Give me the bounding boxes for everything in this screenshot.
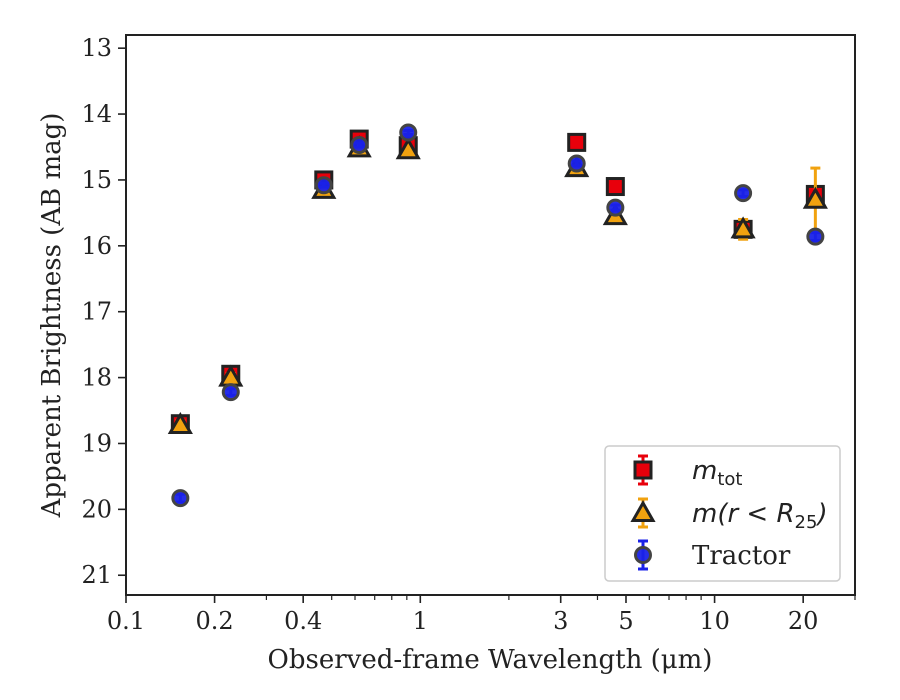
legend-box	[604, 445, 841, 582]
y-tick-label: 16	[81, 232, 112, 260]
y-tick-label: 17	[81, 298, 112, 326]
x-tick-label: 0.1	[107, 607, 145, 635]
data-point-square	[567, 132, 587, 152]
data-point-circle	[567, 154, 586, 173]
y-tick-label: 21	[81, 561, 112, 589]
legend-marker-circle	[634, 546, 652, 564]
y-axis-label: Apparent Brightness (AB mag)	[37, 113, 67, 519]
y-tick-label: 13	[81, 34, 112, 62]
x-tick-label: 0.2	[196, 607, 234, 635]
data-point-circle	[734, 184, 753, 203]
x-axis-label: Observed-frame Wavelength (μm)	[268, 645, 713, 675]
y-tick-label: 19	[81, 429, 112, 457]
data-point-circle	[399, 123, 418, 142]
x-tick-label: 1	[413, 607, 428, 635]
plot-layer	[167, 123, 828, 508]
data-point-circle	[171, 489, 190, 508]
y-tick-label: 18	[81, 364, 112, 392]
data-point-triangle	[730, 216, 756, 239]
data-point-triangle	[395, 137, 421, 160]
y-tick-label: 20	[81, 495, 112, 523]
x-tick-label: 5	[618, 607, 633, 635]
data-point-triangle	[802, 186, 828, 209]
x-tick-label: 10	[699, 607, 730, 635]
x-tick-label: 3	[553, 607, 568, 635]
legend-marker-triangle	[630, 499, 656, 522]
y-tick-label: 15	[81, 166, 112, 194]
series-1	[167, 135, 828, 435]
legend-marker-square	[633, 460, 653, 480]
data-point-circle	[314, 176, 333, 195]
data-point-square	[605, 177, 625, 197]
data-point-circle	[221, 383, 240, 402]
data-point-circle	[350, 136, 369, 155]
data-point-circle	[806, 227, 825, 246]
x-tick-label: 20	[788, 607, 819, 635]
plot-frame	[125, 34, 856, 596]
x-tick-label: 0.4	[284, 607, 322, 635]
data-point-circle	[606, 198, 625, 217]
data-point-triangle	[167, 412, 193, 435]
series-2	[171, 123, 825, 508]
legend-label: Tractor	[692, 541, 791, 571]
y-tick-label: 14	[81, 100, 112, 128]
series-0	[170, 129, 825, 434]
